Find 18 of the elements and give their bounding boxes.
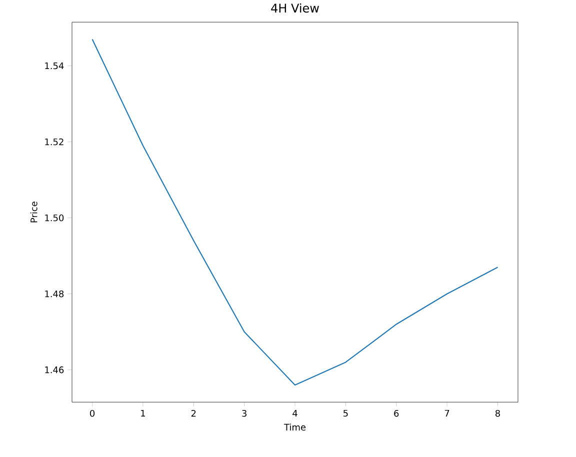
x-tick-label: 8	[495, 410, 500, 417]
x-tick-label: 1	[141, 410, 145, 416]
x-tick-label: 0	[90, 410, 95, 417]
y-axis-title: Price	[30, 202, 38, 222]
y-tick-label: 1.54	[45, 62, 64, 70]
y-tick-label: 1.46	[45, 366, 64, 374]
x-axis-title: Time	[284, 424, 306, 431]
x-tick-label: 5	[344, 410, 348, 417]
y-tick-label: 1.50	[45, 214, 64, 222]
x-tick-label: 2	[191, 410, 196, 417]
y-tick-label: 1.52	[45, 138, 64, 146]
x-tick-label: 4	[292, 410, 298, 416]
line-series	[92, 38, 498, 386]
x-tick-label: 3	[242, 410, 246, 417]
x-tick-label: 7	[444, 410, 450, 416]
y-tick-label: 1.48	[45, 290, 64, 298]
x-tick-label: 6	[394, 410, 399, 417]
chart-title: 4H View	[271, 3, 319, 13]
